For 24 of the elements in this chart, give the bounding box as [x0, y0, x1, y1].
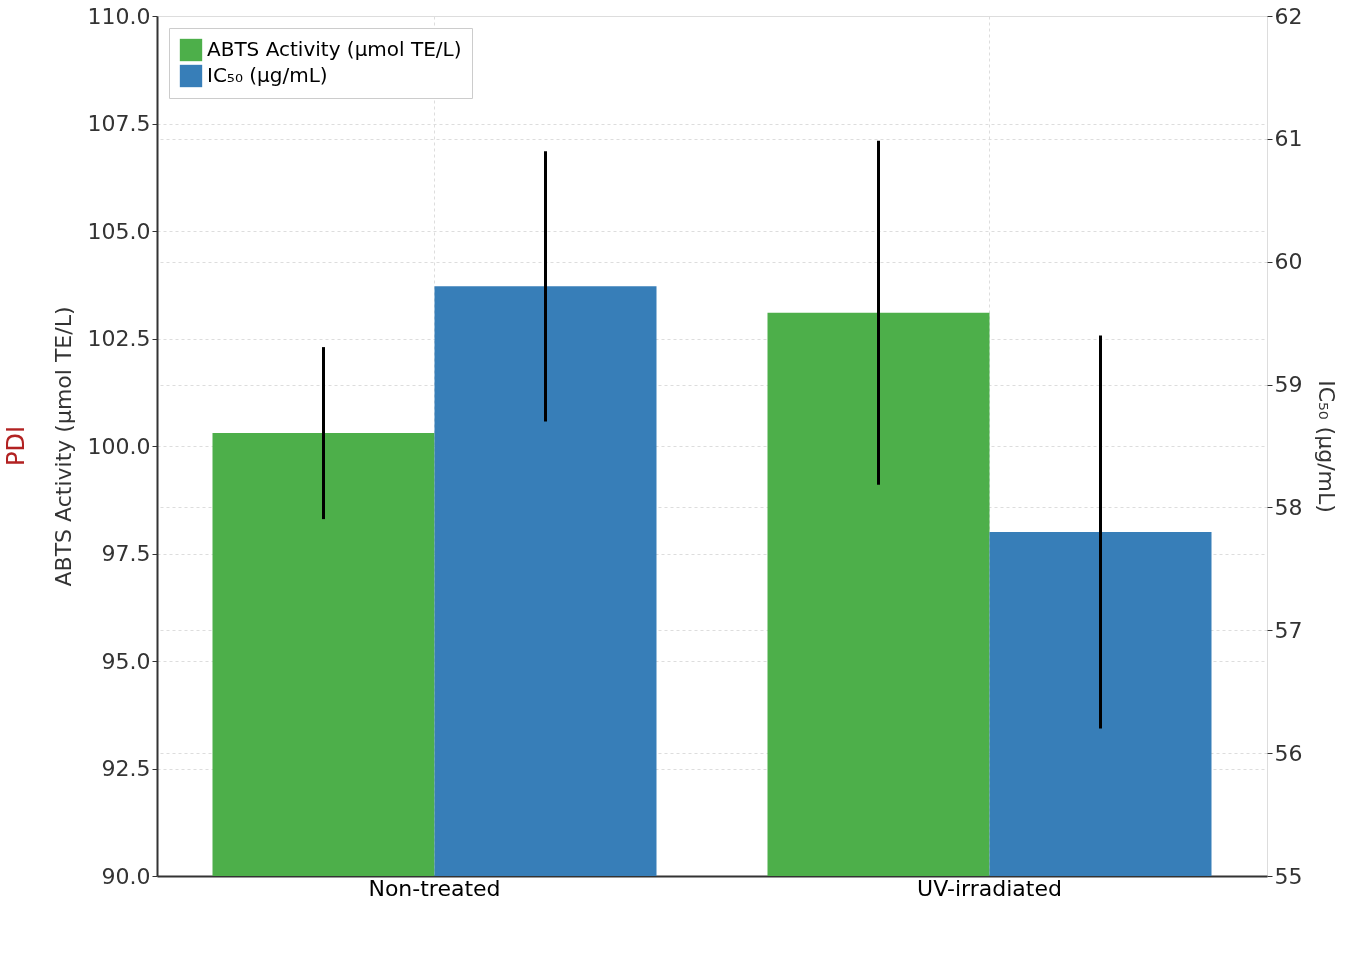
- x-tick-label: Non-treated: [368, 875, 501, 901]
- y-tick-label: 97.5: [101, 541, 151, 566]
- y-tick-label: 90.0: [101, 863, 151, 889]
- y-tick-label: 100.0: [87, 433, 151, 459]
- y-tick-label: 105.0: [87, 218, 151, 244]
- y2-tick-label: 56: [1274, 740, 1303, 766]
- legend-label: ABTS Activity (µmol TE/L): [207, 37, 462, 61]
- legend-label: IC₅₀ (µg/mL): [207, 63, 328, 87]
- y2-tick-label: 57: [1274, 617, 1303, 643]
- y-axis-title: ABTS Activity (µmol TE/L): [50, 306, 76, 587]
- y-tick-label: 110.0: [87, 3, 151, 29]
- text: PDI: [2, 425, 30, 467]
- y-tick-label: 107.5: [87, 111, 151, 136]
- y-tick-label: 92.5: [101, 756, 151, 781]
- y-tick-label: 95.0: [101, 648, 151, 674]
- y2-tick-label: 58: [1274, 494, 1303, 520]
- x-tick-label: UV-irradiated: [917, 875, 1062, 901]
- y2-tick-label: 59: [1274, 372, 1303, 398]
- y-tick-label: 102.5: [87, 326, 151, 351]
- y2-tick-label: 62: [1274, 3, 1303, 29]
- y2-tick-label: 61: [1274, 126, 1303, 152]
- y2-tick-label: 55: [1274, 863, 1303, 889]
- y2-axis-title: IC₅₀ (µg/mL): [1314, 380, 1340, 513]
- y2-tick-label: 60: [1274, 249, 1303, 275]
